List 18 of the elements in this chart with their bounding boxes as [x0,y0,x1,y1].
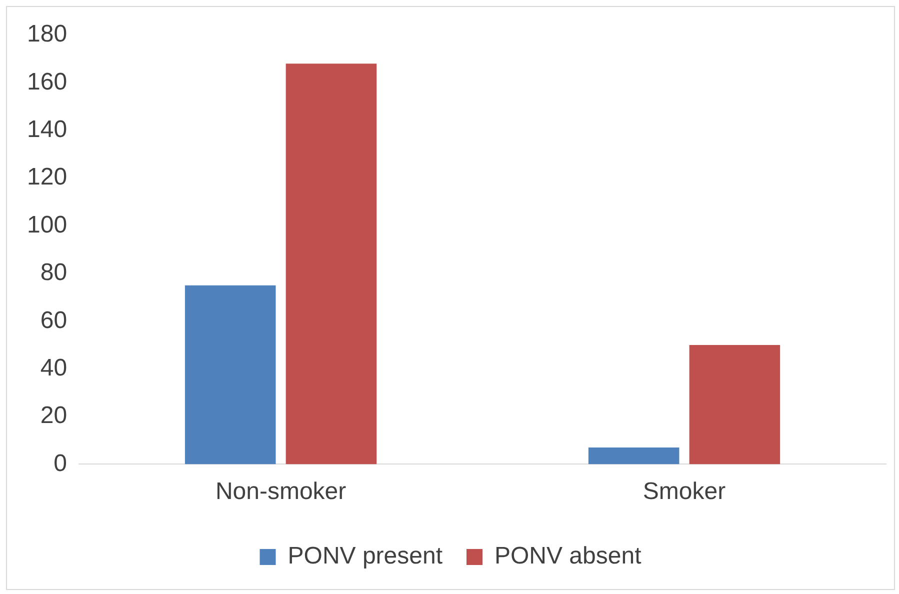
y-tick-label: 20 [40,402,68,430]
y-tick-label: 140 [26,116,68,144]
y-tick-label: 60 [40,306,68,334]
x-tick-label: Non-smoker [215,478,346,506]
y-tick-label: 160 [26,68,68,96]
bar [184,285,276,464]
legend-label: PONV absent [494,542,642,570]
y-tick-label: 40 [40,354,68,382]
y-tick-label: 80 [40,259,68,286]
y-tick-label: 100 [26,211,68,238]
x-tick-label: Smoker [642,478,726,506]
bar [286,64,377,464]
bar [588,448,680,464]
y-tick-label: 0 [54,450,68,477]
legend-label: PONV present [288,542,443,570]
y-tick-label: 120 [26,164,68,191]
y-tick-label: 180 [26,20,68,48]
bar [689,344,780,464]
